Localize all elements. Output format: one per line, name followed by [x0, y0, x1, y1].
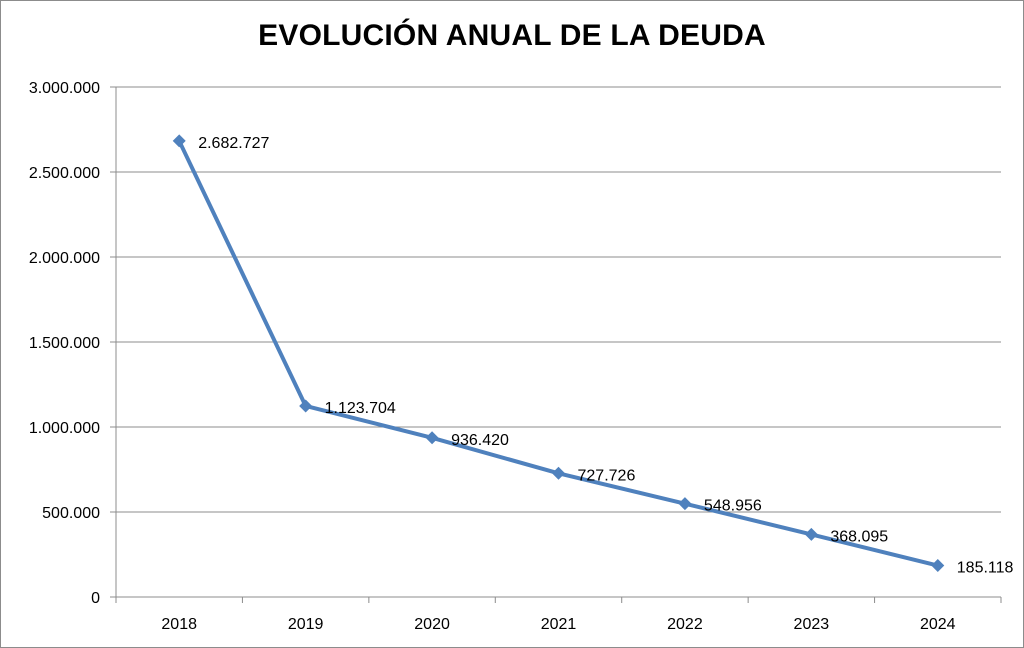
data-point: [931, 559, 945, 573]
data-label: 548.956: [704, 498, 762, 515]
y-tick-label: 500.000: [42, 505, 100, 522]
y-tick-label: 1.000.000: [29, 420, 100, 437]
data-label: 936.420: [451, 432, 509, 449]
y-tick-label: 1.500.000: [29, 335, 100, 352]
data-point: [804, 527, 818, 541]
y-tick-label: 2.500.000: [29, 165, 100, 182]
data-label: 368.095: [830, 528, 888, 545]
chart-title: EVOLUCIÓN ANUAL DE LA DEUDA: [258, 19, 766, 52]
data-point: [172, 134, 186, 148]
x-tick-label: 2021: [541, 616, 577, 633]
data-label: 1.123.704: [325, 400, 396, 417]
x-tick-label: 2019: [288, 616, 324, 633]
data-label: 185.118: [957, 560, 1014, 577]
data-point: [425, 431, 439, 445]
data-point: [552, 466, 565, 480]
x-tick-label: 2024: [920, 616, 956, 633]
x-tick-label: 2023: [794, 616, 830, 633]
y-tick-label: 3.000.000: [29, 80, 100, 97]
data-label: 727.726: [578, 467, 636, 484]
x-tick-label: 2022: [667, 616, 703, 633]
data-label: 2.682.727: [198, 135, 269, 152]
data-point: [299, 399, 313, 413]
series-line: [177, 140, 939, 568]
x-tick-label: 2018: [161, 616, 197, 633]
y-tick-label: 0: [91, 590, 100, 607]
x-tick-label: 2020: [414, 616, 450, 633]
data-point: [678, 497, 692, 511]
y-tick-label: 2.000.000: [29, 250, 100, 267]
